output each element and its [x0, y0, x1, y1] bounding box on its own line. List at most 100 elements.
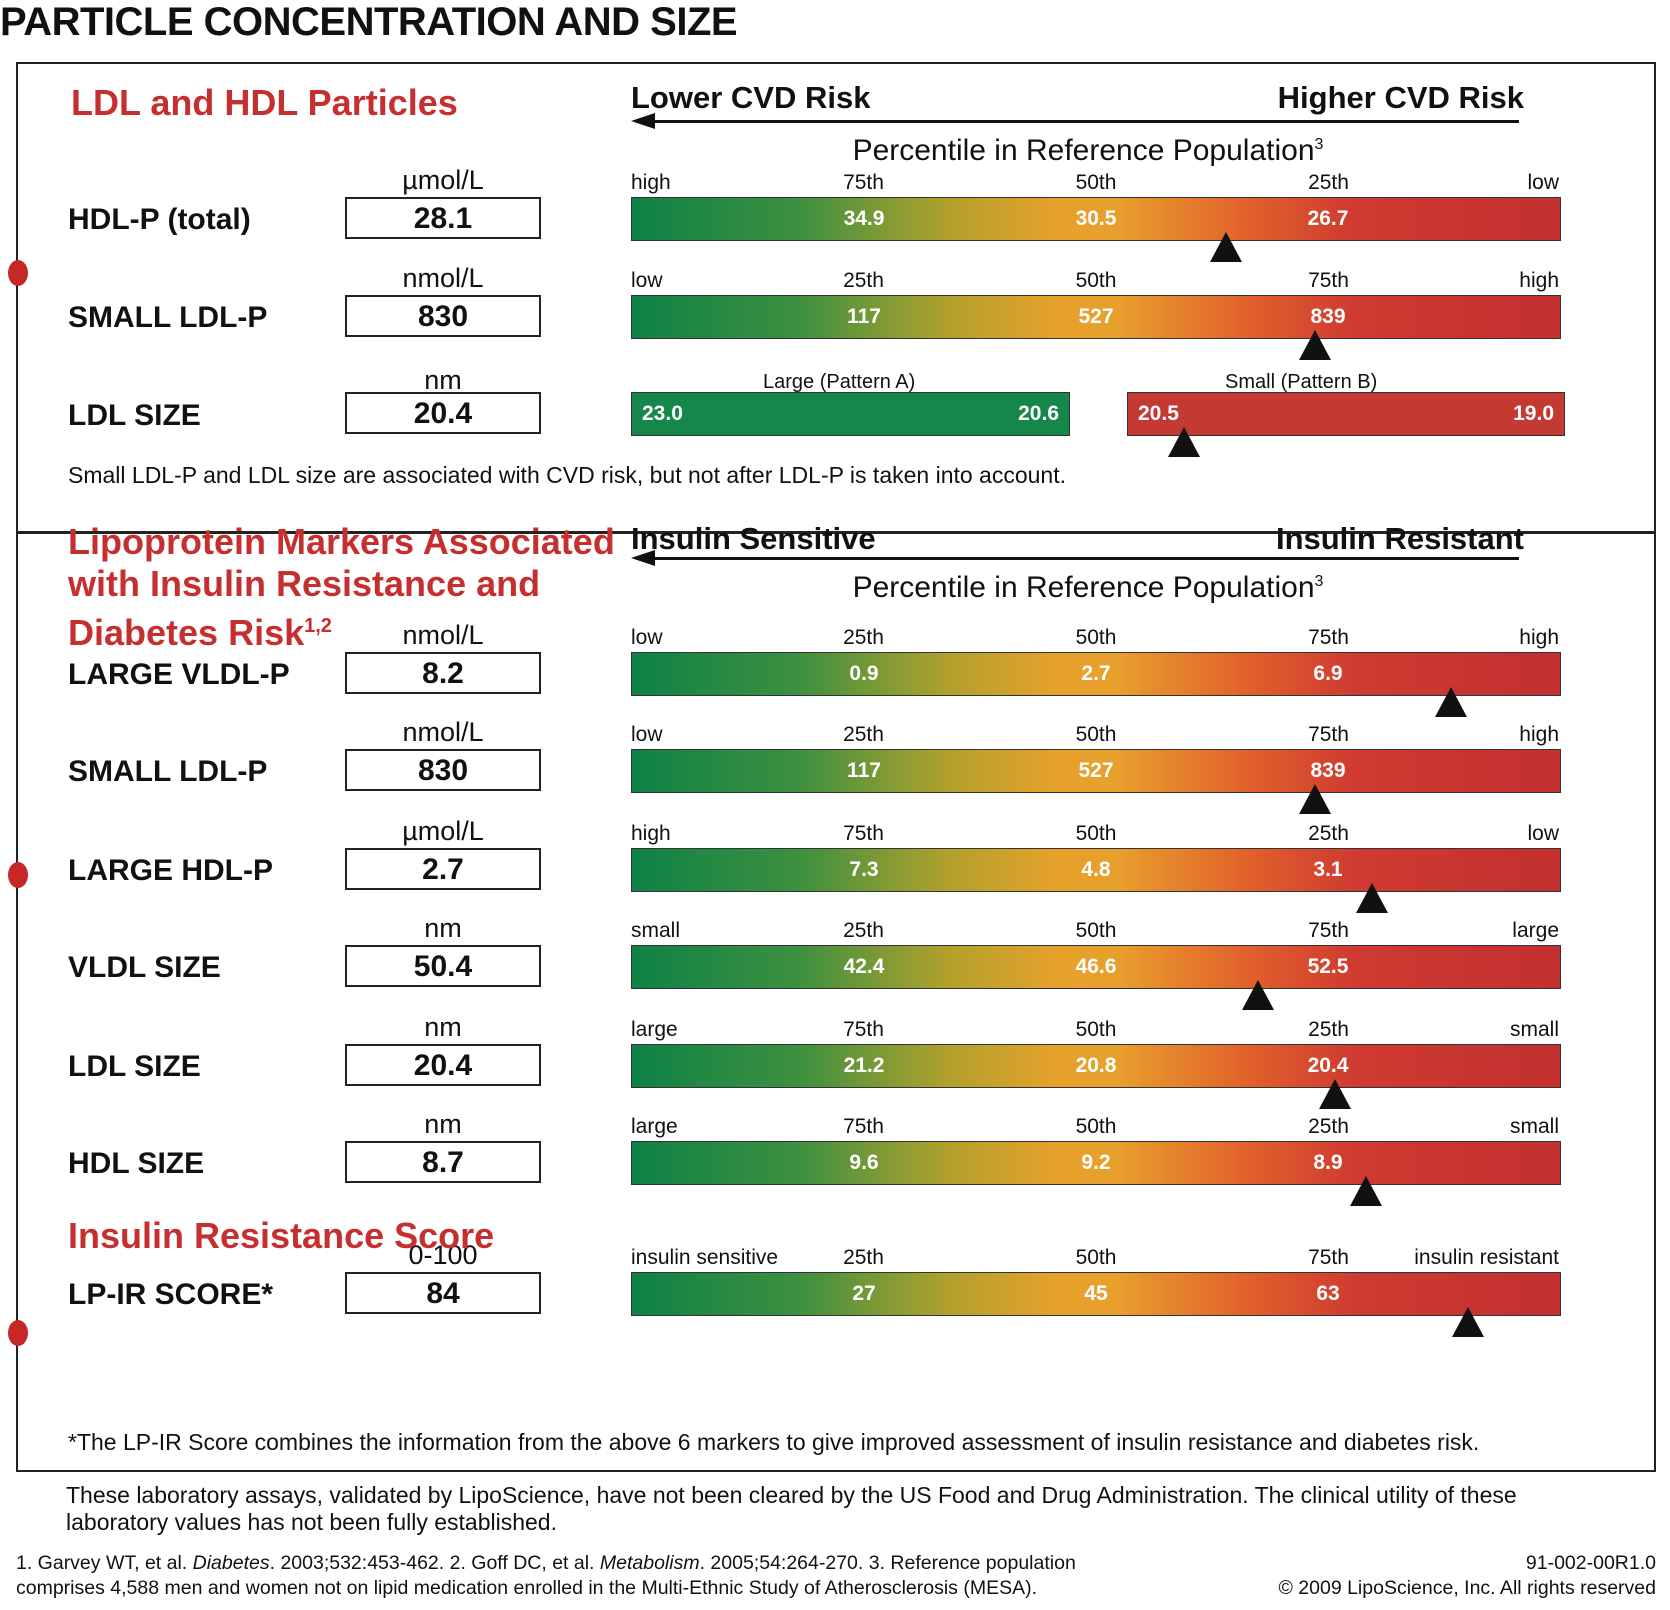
marker-unit: µmol/L: [402, 165, 484, 195]
insulin-resistance-panel: Lipoprotein Markers Associated with Insu…: [8, 521, 1656, 1472]
marker-value: 830: [345, 295, 541, 337]
percentile-tick-label: low: [631, 723, 663, 746]
marker-name: LDL SIZE: [68, 399, 201, 432]
percentile-bar: 9.6 9.2 8.9: [631, 1141, 1561, 1185]
marker-unit: nm: [424, 913, 462, 943]
marker-unit: nmol/L: [402, 717, 484, 747]
binder-hole-icon: [8, 260, 28, 286]
percentile-tick-label: low: [631, 269, 663, 292]
percentile-tick-label: 25th: [1308, 1115, 1349, 1138]
patient-marker-icon: [1356, 883, 1389, 913]
percentile-tick-label: low: [1527, 171, 1559, 194]
percentile-tick-label: small: [631, 919, 681, 942]
percentile-bar: 7.3 4.8 3.1: [631, 848, 1561, 892]
patient-marker-icon: [1435, 687, 1468, 717]
percentile-tick-label: 75th: [843, 1018, 884, 1041]
percentile-tick-label: 25th: [1308, 822, 1349, 845]
percentile-tick-label: 50th: [1075, 269, 1117, 292]
marker-name: LARGE VLDL-P: [68, 658, 290, 691]
document-code: 91-002-00R1.0: [1525, 1552, 1656, 1574]
pattern-b-label: Small (Pattern B): [1225, 371, 1378, 393]
marker-value: 830: [345, 749, 541, 791]
lower-risk-label: Lower CVD Risk: [631, 80, 871, 115]
patient-marker-icon: [1298, 784, 1331, 814]
marker-name: SMALL LDL-P: [68, 301, 268, 334]
percentile-title: Percentile in Reference Population3: [852, 134, 1324, 167]
bar-value: 527: [1078, 305, 1114, 328]
percentile-bar: 0.9 2.7 6.9: [631, 652, 1561, 696]
percentile-tick-label: low: [1527, 822, 1559, 845]
percentile-tick-label: high: [1519, 723, 1559, 746]
percentile-bar: 42.4 46.6 52.5: [631, 945, 1561, 989]
bar-value: 20.5: [1138, 402, 1179, 425]
percentile-tick-label: low: [631, 626, 663, 649]
percentile-bar: 117 527 839: [631, 749, 1561, 793]
arrow-left-icon: [631, 113, 655, 129]
bar-value: 7.3: [849, 858, 879, 881]
percentile-tick-label: insulin resistant: [1414, 1246, 1559, 1269]
section-heading: Lipoprotein Markers Associated with Insu…: [68, 521, 615, 653]
marker-unit: nmol/L: [402, 620, 484, 650]
higher-risk-label: Higher CVD Risk: [1277, 80, 1524, 115]
marker-name: HDL SIZE: [68, 1147, 205, 1180]
section-note: *The LP-IR Score combines the informatio…: [68, 1429, 1480, 1455]
patient-marker-icon: [1452, 1307, 1484, 1337]
bar-value: 2.7: [1081, 662, 1111, 685]
percentile-tick-label: large: [631, 1115, 678, 1138]
risk-arrow-line: [651, 120, 1519, 123]
ir-score-heading: Insulin Resistance Score: [68, 1215, 495, 1256]
percentile-tick-label: high: [631, 822, 671, 845]
marker-name: HDL-P (total): [68, 203, 251, 236]
marker-name: LDL SIZE: [68, 1050, 201, 1083]
percentile-tick-label: 25th: [843, 626, 884, 649]
marker-unit: nm: [424, 1109, 462, 1139]
percentile-tick-label: 75th: [1308, 919, 1349, 942]
marker-value: 84: [345, 1272, 541, 1314]
percentile-tick-label: 25th: [843, 269, 884, 292]
bar-value: 9.6: [849, 1151, 879, 1174]
percentile-tick-label: small: [1509, 1115, 1559, 1138]
bar-value: 21.2: [843, 1054, 885, 1077]
marker-unit: nm: [424, 1012, 462, 1042]
patient-marker-icon: [1319, 1079, 1351, 1109]
bar-value: 19.0: [1513, 402, 1554, 425]
bar-value: 23.0: [642, 402, 683, 425]
percentile-bar: 21.2 20.8 20.4: [631, 1044, 1561, 1088]
bar-value: 117: [847, 759, 881, 782]
percentile-tick-label: 50th: [1075, 626, 1117, 649]
marker-name: VLDL SIZE: [68, 951, 221, 984]
arrow-left-icon: [631, 550, 655, 566]
bar-value: 42.4: [843, 955, 885, 978]
bar-value: 3.1: [1313, 858, 1343, 881]
percentile-tick-label: high: [1519, 626, 1559, 649]
percentile-tick-label: 75th: [1308, 723, 1349, 746]
bar-value: 9.2: [1081, 1151, 1111, 1174]
binder-hole-icon: [8, 862, 28, 888]
marker-value: 28.1: [345, 197, 541, 239]
marker-value: 20.4: [345, 392, 541, 434]
bar-value: 26.7: [1307, 207, 1349, 230]
insulin-sensitive-label: Insulin Sensitive: [631, 521, 876, 556]
marker-unit: nmol/L: [402, 263, 484, 293]
percentile-tick-label: small: [1509, 1018, 1559, 1041]
percentile-tick-label: high: [631, 171, 671, 194]
section-heading: LDL and HDL Particles: [71, 82, 458, 123]
percentile-tick-label: 75th: [1308, 626, 1349, 649]
bar-value: 34.9: [843, 207, 885, 230]
bar-value: 117: [847, 305, 881, 328]
binder-hole-icon: [8, 1320, 28, 1346]
bar-value: 527: [1078, 759, 1114, 782]
percentile-tick-label: high: [1519, 269, 1559, 292]
marker-value: 2.7: [345, 848, 541, 890]
bar-value: 4.8: [1081, 858, 1111, 881]
footnote-references: 1. Garvey WT, et al. Diabetes. 2003;532:…: [16, 1552, 1076, 1574]
patient-marker-icon: [1210, 232, 1243, 262]
disclaimer: These laboratory assays, validated by Li…: [66, 1482, 1517, 1535]
page-title: PARTICLE CONCENTRATION AND SIZE: [0, 0, 738, 44]
percentile-bar: 117 527 839: [631, 295, 1561, 339]
marker-value: 8.7: [345, 1141, 541, 1183]
section-note: Small LDL-P and LDL size are associated …: [68, 462, 1067, 488]
percentile-tick-label: 50th: [1075, 723, 1117, 746]
percentile-tick-label: 25th: [843, 1246, 884, 1269]
bar-value: 839: [1310, 305, 1346, 328]
